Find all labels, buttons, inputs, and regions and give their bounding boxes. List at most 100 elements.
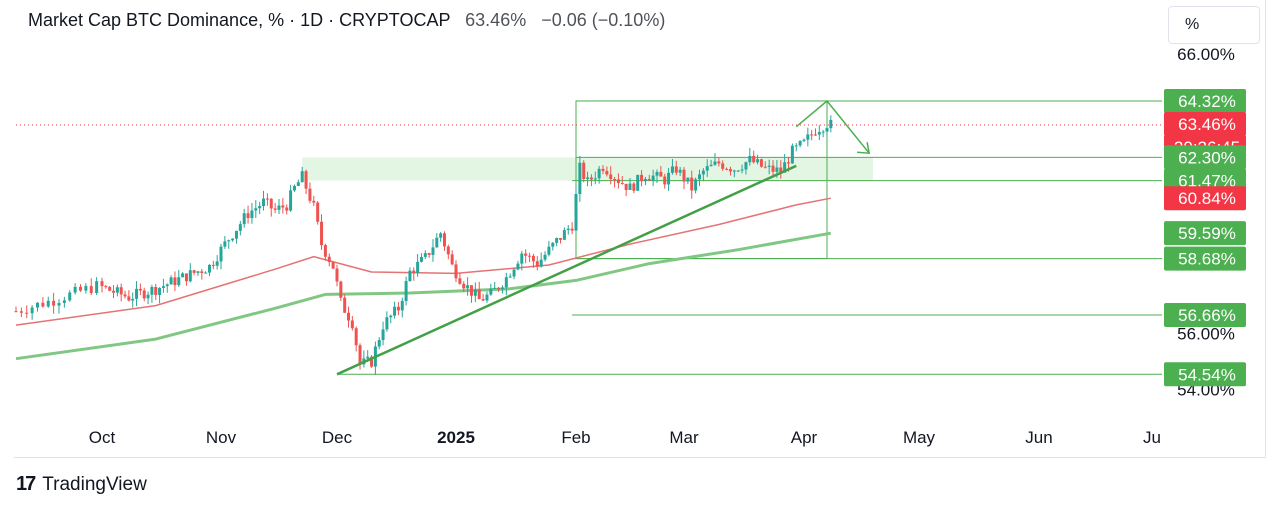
candle-body	[79, 286, 82, 291]
percent-scale-button[interactable]: %	[1168, 6, 1260, 44]
candle-body	[446, 246, 450, 255]
candle-body	[36, 302, 39, 308]
symbol-title[interactable]: Market Cap BTC Dominance, % · 1D · CRYPT…	[28, 10, 451, 30]
candle-body	[158, 287, 162, 295]
candle-body	[331, 262, 335, 269]
candle-body	[100, 281, 104, 287]
projection-path	[795, 99, 870, 154]
candle-body	[350, 320, 354, 329]
candle-body	[794, 145, 798, 147]
candle-body	[825, 128, 829, 132]
candle-body	[219, 246, 223, 262]
moving-average-label-box	[1164, 221, 1246, 246]
candle-body	[466, 285, 470, 289]
tradingview-footer[interactable]: 17 TradingView	[16, 473, 147, 496]
moving-average-label: 60.84%	[1178, 189, 1236, 208]
candle-body	[304, 171, 308, 189]
candle-body	[204, 272, 208, 274]
candle-body	[616, 179, 620, 184]
candle-body	[752, 155, 756, 163]
candle-body	[370, 356, 374, 367]
candle-body	[273, 208, 277, 210]
candle-body	[485, 294, 489, 301]
candle-body	[620, 183, 624, 185]
candle-body	[539, 259, 543, 267]
candle-body	[289, 190, 293, 211]
candle-body	[135, 288, 139, 299]
candle-body	[312, 200, 316, 203]
candle-body	[732, 170, 736, 172]
candle-body	[829, 119, 833, 129]
candle-body	[802, 139, 806, 141]
candle-body	[138, 288, 142, 291]
candle-body	[450, 254, 454, 265]
x-tick-label: Feb	[561, 428, 590, 447]
candle-body	[493, 287, 497, 289]
candle-body	[578, 162, 582, 195]
candle-body	[366, 356, 370, 359]
candle-body	[756, 159, 760, 163]
candle-body	[84, 286, 88, 291]
candle-body	[119, 287, 123, 295]
candle-body	[142, 290, 146, 299]
candle-body	[593, 178, 597, 180]
candle-body	[667, 172, 671, 185]
candle-body	[265, 198, 269, 200]
candle-body	[41, 302, 45, 307]
candle-body	[806, 134, 810, 140]
candle-body	[624, 183, 628, 190]
x-tick-label: Dec	[322, 428, 353, 447]
candle-body	[709, 164, 713, 167]
candle-body	[543, 254, 547, 260]
candle-body	[605, 170, 609, 175]
candle-body	[535, 261, 539, 267]
price-level-label: 58.68%	[1178, 250, 1236, 269]
candle-body	[713, 161, 717, 165]
candle-body	[574, 194, 578, 231]
candle-body	[385, 317, 389, 330]
candle-body	[551, 242, 555, 247]
candle-body	[500, 287, 504, 290]
candle-body	[562, 230, 566, 240]
candle-body	[647, 178, 651, 181]
candle-body	[108, 286, 112, 291]
y-tick-label: 56.00%	[1177, 325, 1235, 344]
candle-body	[25, 312, 29, 314]
last-price-label: 63.46%	[1178, 115, 1236, 134]
candle-body	[570, 228, 574, 231]
candle-body	[524, 253, 528, 256]
price-chart[interactable]: Oct Nov Dec 2025 Feb Mar Apr May Jun Ju 66.00% 56.0…	[0, 0, 1280, 460]
x-tick-label: Nov	[206, 428, 237, 447]
candle-body	[775, 167, 779, 172]
candle-body	[73, 286, 77, 293]
candle-body	[231, 238, 235, 241]
change-value: −0.06 (−0.10%)	[541, 10, 666, 30]
candle-body	[173, 277, 177, 286]
candle-body	[613, 179, 617, 181]
candle-body	[323, 245, 327, 257]
candle-body	[89, 286, 93, 294]
candle-body	[347, 312, 351, 321]
y-tick-label: 66.00%	[1177, 45, 1235, 64]
candle-body	[609, 174, 613, 180]
price-level-label-box	[1164, 88, 1246, 113]
candle-body	[779, 167, 783, 173]
candle-body	[810, 134, 814, 136]
candle-body	[431, 247, 435, 255]
candle-body	[300, 171, 304, 183]
moving-average-red	[15, 197, 831, 326]
candle-body	[759, 159, 763, 167]
candle-body	[767, 165, 771, 167]
candle-body	[296, 182, 300, 186]
candle-body	[586, 177, 590, 179]
candle-body	[520, 253, 524, 264]
candle-body	[597, 168, 601, 179]
candle-body	[559, 238, 563, 240]
candle-body	[389, 315, 393, 318]
candle-body	[442, 233, 446, 247]
candle-body	[582, 162, 586, 179]
candle-body	[181, 273, 185, 278]
projection-arrowhead	[857, 142, 871, 155]
candle-body	[454, 264, 458, 279]
candle-body	[112, 290, 116, 293]
